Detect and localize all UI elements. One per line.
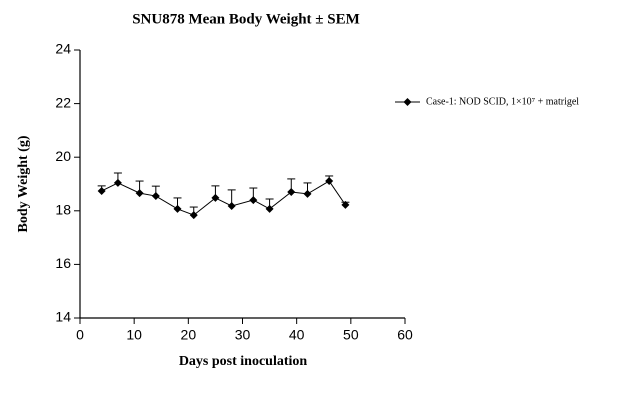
data-point bbox=[135, 189, 144, 198]
data-point bbox=[249, 196, 258, 205]
chart-title: SNU878 Mean Body Weight ± SEM bbox=[132, 11, 360, 27]
data-point bbox=[211, 193, 220, 202]
x-tick-label: 10 bbox=[126, 327, 142, 343]
data-point bbox=[287, 188, 296, 197]
x-tick-label: 50 bbox=[343, 327, 359, 343]
data-point bbox=[173, 204, 182, 213]
x-tick-label: 0 bbox=[76, 327, 84, 343]
data-point bbox=[113, 178, 122, 187]
data-point bbox=[189, 211, 198, 220]
series-line bbox=[101, 180, 346, 216]
y-axis-label: Body Weight (g) bbox=[16, 135, 31, 232]
data-point bbox=[325, 177, 334, 186]
y-tick-label: 22 bbox=[55, 94, 71, 110]
data-point bbox=[303, 189, 312, 198]
x-tick-label: 30 bbox=[235, 327, 251, 343]
y-tick-label: 20 bbox=[55, 148, 71, 164]
data-point bbox=[265, 204, 274, 213]
y-tick-label: 24 bbox=[55, 41, 71, 57]
data-point bbox=[97, 186, 106, 195]
data-point bbox=[227, 201, 236, 210]
data-point bbox=[341, 200, 350, 209]
x-tick-label: 60 bbox=[397, 327, 413, 343]
x-tick-label: 40 bbox=[289, 327, 305, 343]
legend-label: Case-1: NOD SCID, 1×10⁷ + matrigel bbox=[426, 96, 579, 107]
x-tick-label: 20 bbox=[181, 327, 197, 343]
legend-marker bbox=[403, 98, 412, 106]
data-point bbox=[151, 192, 160, 201]
y-tick-label: 14 bbox=[55, 309, 71, 325]
x-axis-label: Days post inoculation bbox=[179, 354, 308, 369]
y-tick-label: 16 bbox=[55, 255, 71, 271]
y-tick-label: 18 bbox=[55, 202, 71, 218]
